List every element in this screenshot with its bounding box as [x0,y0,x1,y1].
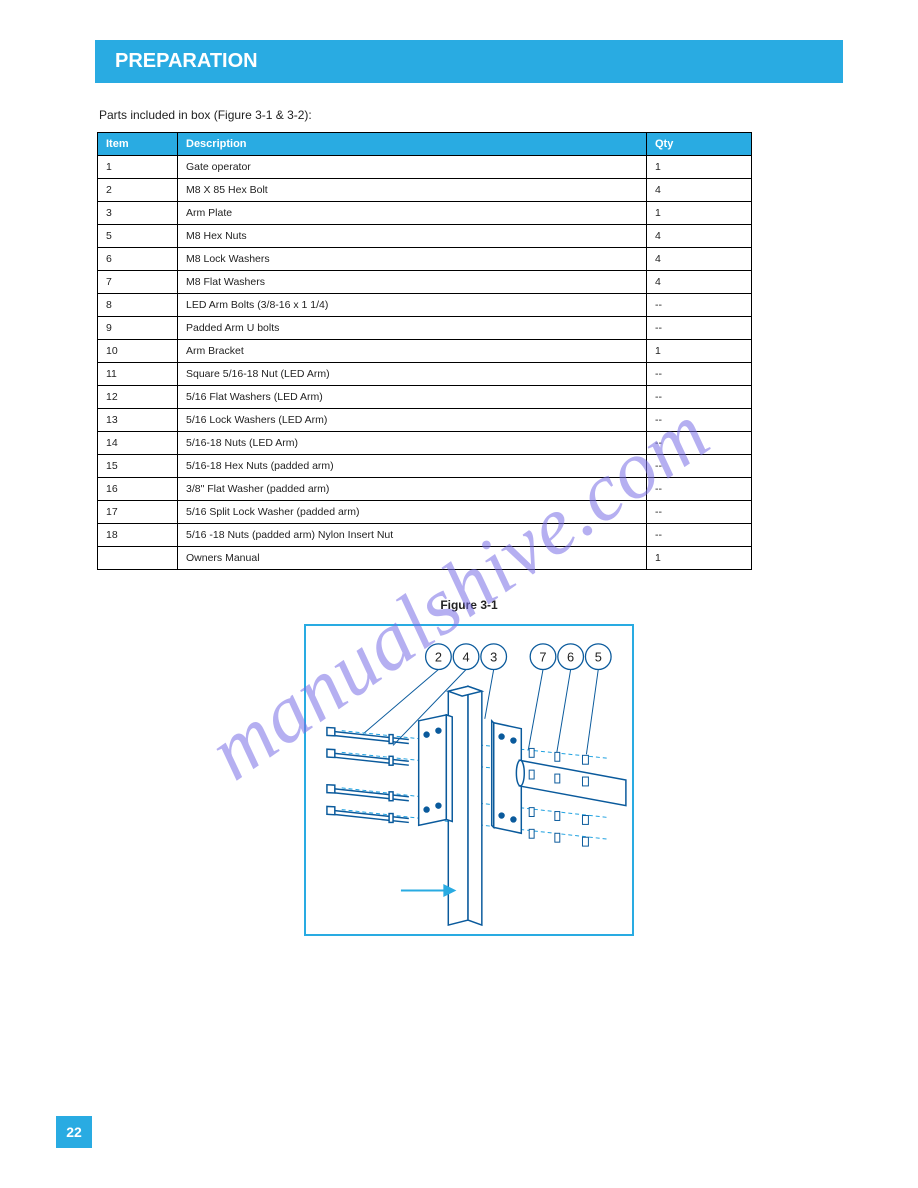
cell-qty: 4 [647,271,752,294]
svg-text:4: 4 [462,650,469,665]
cell-item: 1 [98,156,178,179]
cell-description: M8 X 85 Hex Bolt [178,179,647,202]
table-row: Owners Manual1 [98,547,752,570]
cell-description: M8 Lock Washers [178,248,647,271]
cell-description: Padded Arm U bolts [178,317,647,340]
cell-item: 6 [98,248,178,271]
cell-description: Arm Plate [178,202,647,225]
cell-qty: 1 [647,156,752,179]
page-content: PREPARATION Parts included in box (Figur… [0,0,918,936]
cell-qty: 1 [647,547,752,570]
cell-description: Gate operator [178,156,647,179]
parts-subhead: Parts included in box (Figure 3-1 & 3-2)… [99,108,843,122]
figure-title: Figure 3-1 [95,598,843,612]
parts-table: Item Description Qty 1Gate operator12M8 … [97,132,752,570]
table-row: 8LED Arm Bolts (3/8-16 x 1 1/4)-- [98,294,752,317]
table-row: 135/16 Lock Washers (LED Arm)-- [98,409,752,432]
table-row: 7M8 Flat Washers4 [98,271,752,294]
cell-item: 9 [98,317,178,340]
cell-item: 13 [98,409,178,432]
cell-qty: -- [647,478,752,501]
cell-qty: -- [647,386,752,409]
svg-text:3: 3 [490,650,497,665]
cell-description: M8 Flat Washers [178,271,647,294]
cell-qty: -- [647,294,752,317]
cell-qty: 1 [647,202,752,225]
cell-description: 5/16 Lock Washers (LED Arm) [178,409,647,432]
cell-qty: -- [647,432,752,455]
col-item: Item [98,133,178,156]
table-row: 9Padded Arm U bolts-- [98,317,752,340]
cell-description: 5/16 Split Lock Washer (padded arm) [178,501,647,524]
cell-item: 3 [98,202,178,225]
table-row: 1Gate operator1 [98,156,752,179]
table-row: 155/16-18 Hex Nuts (padded arm)-- [98,455,752,478]
cell-description: 5/16 -18 Nuts (padded arm) Nylon Insert … [178,524,647,547]
svg-text:2: 2 [435,650,442,665]
cell-description: LED Arm Bolts (3/8-16 x 1 1/4) [178,294,647,317]
cell-item: 18 [98,524,178,547]
cell-qty: -- [647,524,752,547]
col-qty: Qty [647,133,752,156]
cell-description: 5/16 Flat Washers (LED Arm) [178,386,647,409]
figure-svg: 2 4 3 7 6 5 [312,632,628,928]
cell-qty: 4 [647,225,752,248]
cell-qty: -- [647,455,752,478]
cell-description: Arm Bracket [178,340,647,363]
cell-description: M8 Hex Nuts [178,225,647,248]
cell-qty: 1 [647,340,752,363]
figure-3-1: 2 4 3 7 6 5 [304,624,634,936]
table-row: 175/16 Split Lock Washer (padded arm)-- [98,501,752,524]
cell-qty: -- [647,501,752,524]
svg-text:7: 7 [539,650,546,665]
cell-item: 2 [98,179,178,202]
cell-item: 15 [98,455,178,478]
cell-item: 17 [98,501,178,524]
cell-qty: 4 [647,179,752,202]
cell-item: 7 [98,271,178,294]
table-row: 185/16 -18 Nuts (padded arm) Nylon Inser… [98,524,752,547]
page-number: 22 [56,1116,92,1148]
table-row: 2M8 X 85 Hex Bolt4 [98,179,752,202]
cell-qty: 4 [647,248,752,271]
table-row: 163/8" Flat Washer (padded arm)-- [98,478,752,501]
table-row: 10Arm Bracket1 [98,340,752,363]
table-row: 6M8 Lock Washers4 [98,248,752,271]
cell-description: 3/8" Flat Washer (padded arm) [178,478,647,501]
table-row: 145/16-18 Nuts (LED Arm)-- [98,432,752,455]
cell-description: Square 5/16-18 Nut (LED Arm) [178,363,647,386]
cell-item: 8 [98,294,178,317]
cell-item: 14 [98,432,178,455]
cell-qty: -- [647,363,752,386]
cell-item: 12 [98,386,178,409]
svg-text:6: 6 [567,650,574,665]
cell-item: 11 [98,363,178,386]
cell-item [98,547,178,570]
cell-description: 5/16-18 Hex Nuts (padded arm) [178,455,647,478]
cell-item: 16 [98,478,178,501]
svg-text:5: 5 [595,650,602,665]
table-row: 5M8 Hex Nuts4 [98,225,752,248]
table-row: 11Square 5/16-18 Nut (LED Arm)-- [98,363,752,386]
cell-description: 5/16-18 Nuts (LED Arm) [178,432,647,455]
cell-qty: -- [647,317,752,340]
cell-description: Owners Manual [178,547,647,570]
table-row: 125/16 Flat Washers (LED Arm)-- [98,386,752,409]
table-row: 3Arm Plate1 [98,202,752,225]
cell-item: 5 [98,225,178,248]
col-description: Description [178,133,647,156]
cell-item: 10 [98,340,178,363]
section-header: PREPARATION [95,40,843,83]
cell-qty: -- [647,409,752,432]
